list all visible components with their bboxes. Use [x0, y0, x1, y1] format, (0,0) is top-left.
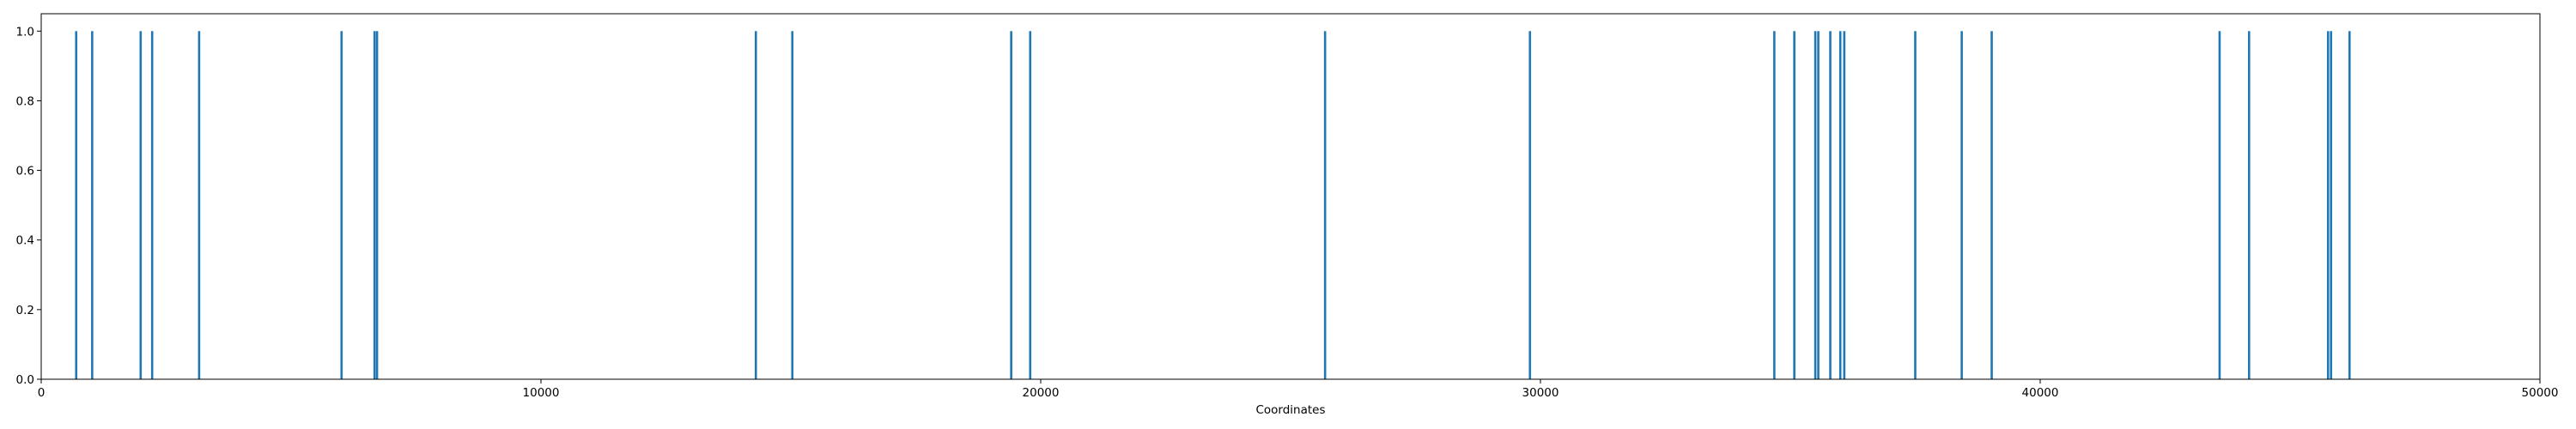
bar: [1990, 31, 1993, 379]
x-tick-label: 20000: [1023, 386, 1060, 400]
bar: [1817, 31, 1820, 379]
bar: [139, 31, 143, 379]
bar: [1773, 31, 1776, 379]
bar: [340, 31, 343, 379]
bar: [1838, 31, 1842, 379]
y-tick-label: 0.8: [16, 94, 34, 108]
x-tick-label: 30000: [1522, 386, 1559, 400]
x-axis-label: Coordinates: [1255, 403, 1325, 417]
bar: [791, 31, 794, 379]
bar: [1960, 31, 1963, 379]
x-tick-label: 50000: [2522, 386, 2559, 400]
bar: [197, 31, 201, 379]
bar: [1829, 31, 1832, 379]
bar: [1843, 31, 1846, 379]
bar: [91, 31, 94, 379]
bar: [375, 31, 379, 379]
bar: [1029, 31, 1032, 379]
bar: [2348, 31, 2351, 379]
bar: [1010, 31, 1012, 379]
bar: [2330, 31, 2333, 379]
x-tick-label: 40000: [2022, 386, 2059, 400]
bar: [1793, 31, 1795, 379]
y-tick-label: 0.2: [16, 304, 34, 317]
plot-area: [41, 14, 2540, 379]
bar: [2218, 31, 2221, 379]
bars-group: [75, 31, 2351, 379]
bar: [1528, 31, 1532, 379]
bar: [150, 31, 154, 379]
bar: [1914, 31, 1917, 379]
bar: [2247, 31, 2251, 379]
y-tick-label: 0.0: [16, 373, 34, 387]
y-tick-label: 0.4: [16, 234, 34, 248]
bar: [1814, 31, 1817, 379]
bar: [2326, 31, 2330, 379]
plot-frame: [40, 13, 2541, 380]
bar: [75, 31, 78, 379]
y-tick-label: 1.0: [16, 25, 34, 39]
y-tick-label: 0.6: [16, 165, 34, 178]
x-tick-label: 0: [38, 386, 46, 400]
x-axis-ticks: 0 10000 20000 30000 40000 50000: [38, 379, 2559, 400]
y-axis-ticks: 0.0 0.2 0.4 0.6 0.8 1.0: [16, 25, 41, 387]
x-tick-label: 10000: [523, 386, 560, 400]
bar: [754, 31, 757, 379]
bar: [373, 31, 376, 379]
bar: [1323, 31, 1327, 379]
